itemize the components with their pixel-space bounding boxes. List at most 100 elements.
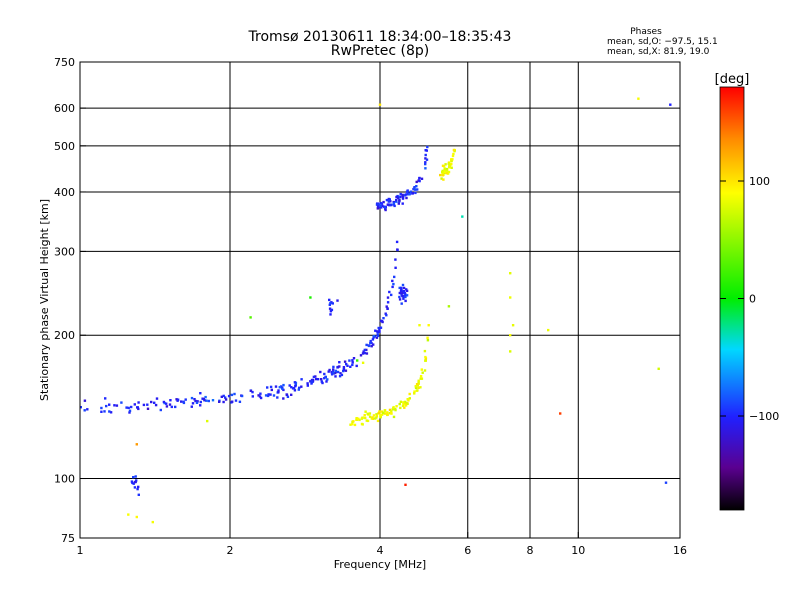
- data-point: [328, 307, 332, 310]
- data-point: [224, 398, 228, 401]
- data-point: [266, 394, 270, 398]
- data-point: [376, 207, 379, 210]
- data-point: [375, 203, 379, 206]
- data-point: [418, 179, 421, 183]
- data-point: [424, 357, 428, 360]
- data-point: [375, 416, 378, 419]
- data-point: [191, 402, 195, 405]
- data-point: [339, 372, 342, 375]
- data-point: [404, 299, 407, 303]
- data-point: [312, 375, 316, 379]
- data-point: [86, 408, 89, 411]
- data-point: [390, 203, 393, 207]
- data-point: [371, 338, 375, 341]
- data-point: [300, 378, 303, 381]
- data-point: [274, 385, 278, 388]
- data-point: [353, 423, 357, 427]
- data-point: [398, 286, 401, 290]
- data-point: [332, 368, 335, 371]
- data-point: [404, 402, 407, 405]
- data-point: [394, 258, 397, 261]
- data-point: [203, 399, 206, 402]
- data-point: [445, 167, 448, 171]
- data-point: [142, 403, 146, 407]
- data-point: [344, 369, 348, 372]
- data-point: [420, 377, 424, 380]
- data-point: [131, 481, 134, 485]
- data-point: [394, 408, 397, 412]
- data-point: [135, 443, 138, 446]
- data-point: [365, 352, 369, 355]
- data-point: [400, 302, 403, 305]
- data-point: [128, 411, 131, 414]
- data-points: [79, 97, 672, 524]
- data-point: [269, 385, 273, 389]
- data-point: [326, 378, 329, 381]
- data-point: [425, 158, 429, 161]
- data-point: [340, 373, 344, 377]
- data-point: [402, 290, 405, 293]
- data-point: [399, 192, 402, 196]
- data-point: [375, 336, 379, 339]
- data-point: [108, 410, 111, 413]
- data-point: [109, 411, 113, 414]
- data-point: [193, 398, 196, 401]
- data-point: [399, 400, 403, 403]
- data-point: [104, 397, 107, 400]
- data-point: [447, 305, 451, 308]
- data-point: [407, 399, 410, 402]
- data-point: [115, 404, 119, 407]
- data-point: [392, 282, 395, 286]
- data-point: [194, 399, 197, 403]
- data-point: [449, 163, 453, 166]
- data-point: [379, 204, 382, 208]
- data-point: [379, 201, 382, 205]
- data-point: [393, 204, 396, 208]
- data-point: [329, 313, 332, 316]
- data-point: [175, 398, 178, 401]
- data-point: [330, 308, 334, 312]
- data-point: [408, 397, 411, 400]
- data-point: [372, 343, 375, 346]
- data-point: [385, 198, 389, 202]
- data-point: [222, 400, 225, 404]
- data-point: [380, 202, 383, 205]
- data-point: [426, 336, 429, 339]
- data-point: [388, 198, 391, 201]
- data-point: [378, 411, 381, 414]
- data-point: [137, 401, 140, 404]
- data-point: [440, 177, 443, 180]
- data-point: [399, 195, 402, 199]
- data-point: [401, 202, 404, 205]
- data-point: [170, 405, 173, 409]
- data-point: [400, 286, 403, 290]
- data-point: [351, 359, 354, 362]
- data-point: [411, 192, 414, 195]
- data-point: [199, 404, 202, 407]
- data-point: [372, 336, 375, 339]
- data-point: [328, 368, 331, 372]
- data-point: [207, 399, 210, 403]
- data-point: [334, 369, 337, 373]
- data-point: [269, 393, 272, 396]
- data-point: [405, 294, 409, 297]
- data-point: [361, 423, 364, 426]
- data-point: [398, 295, 401, 299]
- data-point: [401, 404, 405, 408]
- data-point: [363, 414, 366, 417]
- data-point: [349, 365, 352, 368]
- y-axis-ticks: 75 100 200 300 400 500 600 750: [54, 56, 86, 545]
- data-point: [190, 405, 193, 408]
- data-point: [320, 380, 323, 383]
- data-point: [365, 348, 368, 352]
- y-tick-label: 300: [54, 245, 75, 258]
- data-point: [372, 414, 376, 417]
- data-point: [258, 395, 262, 398]
- data-point: [355, 417, 358, 420]
- data-point: [368, 415, 372, 418]
- data-point: [388, 204, 391, 207]
- colorbar-tick-label: −100: [749, 410, 779, 423]
- data-point: [120, 401, 123, 404]
- colorbar-ticks: 100 0 −100: [720, 175, 779, 423]
- data-point: [379, 326, 383, 329]
